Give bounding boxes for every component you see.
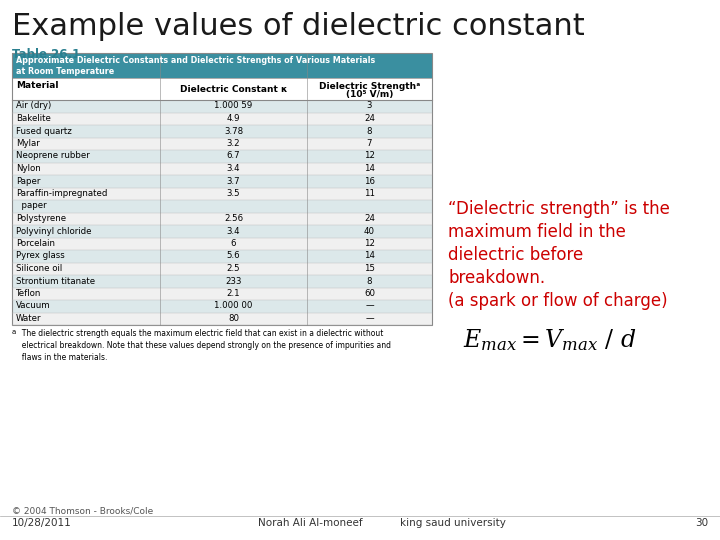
Text: 5.6: 5.6 (227, 252, 240, 260)
Text: Material: Material (16, 81, 58, 90)
Text: 7: 7 (366, 139, 372, 148)
Text: 40: 40 (364, 226, 375, 235)
Text: Polyvinyl chloride: Polyvinyl chloride (16, 226, 91, 235)
Text: 1.000 59: 1.000 59 (215, 102, 253, 111)
Text: Strontium titanate: Strontium titanate (16, 276, 95, 286)
Text: Water: Water (16, 314, 42, 323)
Text: 10/28/2011: 10/28/2011 (12, 518, 72, 528)
Text: 60: 60 (364, 289, 375, 298)
FancyBboxPatch shape (12, 262, 432, 275)
Text: 24: 24 (364, 114, 375, 123)
Text: Vacuum: Vacuum (16, 301, 50, 310)
Text: 2.56: 2.56 (224, 214, 243, 223)
Text: Dielectric Strengthᵃ: Dielectric Strengthᵃ (319, 82, 420, 91)
Text: Fused quartz: Fused quartz (16, 126, 72, 136)
Text: Pyrex glass: Pyrex glass (16, 252, 65, 260)
Text: Teflon: Teflon (16, 289, 41, 298)
Text: Nylon: Nylon (16, 164, 41, 173)
FancyBboxPatch shape (12, 150, 432, 163)
FancyBboxPatch shape (12, 78, 432, 100)
Text: 3.7: 3.7 (227, 177, 240, 186)
Text: 80: 80 (228, 314, 239, 323)
Text: 14: 14 (364, 252, 375, 260)
Text: Paraffin-impregnated: Paraffin-impregnated (16, 189, 107, 198)
Text: Silicone oil: Silicone oil (16, 264, 62, 273)
Text: 2.1: 2.1 (227, 289, 240, 298)
FancyBboxPatch shape (12, 125, 432, 138)
FancyBboxPatch shape (12, 112, 432, 125)
Text: Porcelain: Porcelain (16, 239, 55, 248)
FancyBboxPatch shape (12, 175, 432, 187)
Text: 8: 8 (366, 276, 372, 286)
Text: dielectric before: dielectric before (448, 246, 583, 264)
Text: 6: 6 (230, 239, 236, 248)
Text: 12: 12 (364, 239, 375, 248)
Text: 3.2: 3.2 (227, 139, 240, 148)
Text: Paper: Paper (16, 177, 40, 186)
Text: 6.7: 6.7 (227, 152, 240, 160)
FancyBboxPatch shape (12, 287, 432, 300)
Text: (10⁵ V/m): (10⁵ V/m) (346, 90, 393, 99)
Text: 2.5: 2.5 (227, 264, 240, 273)
Text: 8: 8 (366, 126, 372, 136)
Text: 30: 30 (695, 518, 708, 528)
Text: 24: 24 (364, 214, 375, 223)
Text: —: — (365, 314, 374, 323)
FancyBboxPatch shape (12, 200, 432, 213)
Text: 4.9: 4.9 (227, 114, 240, 123)
Text: king saud university: king saud university (400, 518, 506, 528)
Text: 16: 16 (364, 177, 375, 186)
FancyBboxPatch shape (12, 53, 432, 78)
Text: The dielectric strength equals the maximum electric field that can exist in a di: The dielectric strength equals the maxim… (17, 329, 391, 362)
Text: Air (dry): Air (dry) (16, 102, 51, 111)
FancyBboxPatch shape (12, 138, 432, 150)
Text: 1.000 00: 1.000 00 (215, 301, 253, 310)
Text: 15: 15 (364, 264, 375, 273)
Text: 14: 14 (364, 164, 375, 173)
FancyBboxPatch shape (12, 238, 432, 250)
Text: 12: 12 (364, 152, 375, 160)
Text: Neoprene rubber: Neoprene rubber (16, 152, 90, 160)
Text: $E_{max} = V_{max}\ /\ d$: $E_{max} = V_{max}\ /\ d$ (463, 327, 636, 353)
Text: —: — (365, 301, 374, 310)
Text: © 2004 Thomson - Brooks/Cole: © 2004 Thomson - Brooks/Cole (12, 507, 153, 516)
FancyBboxPatch shape (12, 313, 432, 325)
FancyBboxPatch shape (12, 163, 432, 175)
Text: Polystyrene: Polystyrene (16, 214, 66, 223)
Text: a: a (12, 329, 17, 335)
FancyBboxPatch shape (12, 225, 432, 238)
Text: breakdown.: breakdown. (448, 269, 545, 287)
Text: 3.4: 3.4 (227, 164, 240, 173)
Text: 3.5: 3.5 (227, 189, 240, 198)
FancyBboxPatch shape (12, 213, 432, 225)
Text: Table 26.1: Table 26.1 (12, 48, 80, 61)
Text: Norah Ali Al-moneef: Norah Ali Al-moneef (258, 518, 362, 528)
Text: paper: paper (16, 201, 47, 211)
Text: Mylar: Mylar (16, 139, 40, 148)
FancyBboxPatch shape (12, 250, 432, 262)
Text: Approximate Dielectric Constants and Dielectric Strengths of Various Materials
a: Approximate Dielectric Constants and Die… (16, 56, 375, 77)
Text: 233: 233 (225, 276, 242, 286)
Text: Example values of dielectric constant: Example values of dielectric constant (12, 12, 585, 41)
FancyBboxPatch shape (12, 100, 432, 112)
FancyBboxPatch shape (12, 300, 432, 313)
Text: 3: 3 (366, 102, 372, 111)
Text: 11: 11 (364, 189, 375, 198)
Text: 3.4: 3.4 (227, 226, 240, 235)
Text: (a spark or flow of charge): (a spark or flow of charge) (448, 292, 667, 310)
Text: 3.78: 3.78 (224, 126, 243, 136)
Text: Bakelite: Bakelite (16, 114, 51, 123)
Text: maximum field in the: maximum field in the (448, 223, 626, 241)
FancyBboxPatch shape (12, 187, 432, 200)
Text: “Dielectric strength” is the: “Dielectric strength” is the (448, 200, 670, 218)
Text: Dielectric Constant κ: Dielectric Constant κ (180, 84, 287, 93)
FancyBboxPatch shape (12, 275, 432, 287)
